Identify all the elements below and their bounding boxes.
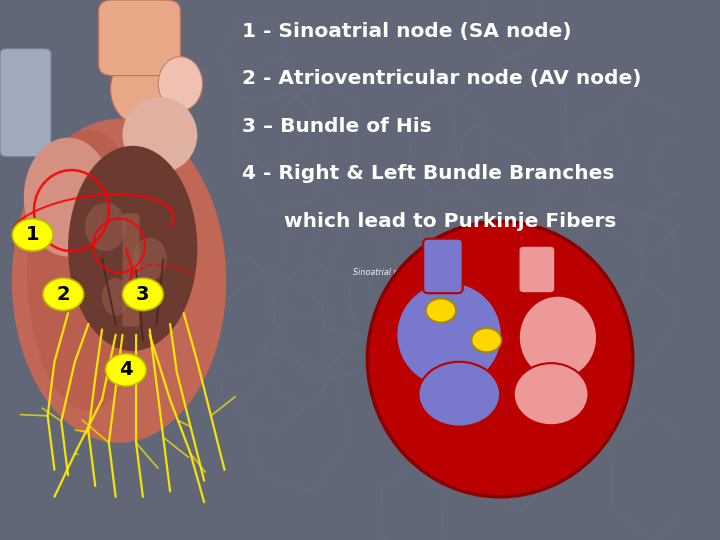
Text: 1: 1	[26, 225, 40, 245]
Circle shape	[472, 328, 501, 352]
Text: Atrioventricular node: Atrioventricular node	[503, 268, 588, 277]
Text: Left Ventricle: Left Ventricle	[527, 462, 580, 470]
Ellipse shape	[396, 282, 502, 388]
FancyBboxPatch shape	[99, 0, 180, 76]
Ellipse shape	[68, 146, 197, 351]
Circle shape	[426, 299, 456, 322]
Text: Left atrium: Left atrium	[568, 309, 613, 318]
Ellipse shape	[367, 221, 633, 497]
Circle shape	[105, 354, 146, 386]
Text: 4: 4	[119, 360, 132, 380]
Ellipse shape	[519, 296, 597, 379]
Ellipse shape	[24, 138, 112, 256]
FancyBboxPatch shape	[0, 49, 51, 157]
Text: 3: 3	[136, 285, 150, 304]
Text: 1 - Sinoatrial node (SA node): 1 - Sinoatrial node (SA node)	[241, 22, 571, 40]
Circle shape	[12, 219, 53, 251]
Text: Right atrium: Right atrium	[395, 325, 445, 334]
Text: Sinoatrial node: Sinoatrial node	[354, 268, 414, 277]
Text: 3 – Bundle of His: 3 – Bundle of His	[241, 117, 431, 136]
Circle shape	[122, 278, 163, 310]
Ellipse shape	[12, 119, 226, 443]
Ellipse shape	[513, 363, 588, 426]
Text: 2: 2	[56, 285, 70, 304]
Text: 2 - Atrioventricular node (AV node): 2 - Atrioventricular node (AV node)	[241, 69, 641, 88]
Ellipse shape	[158, 57, 202, 111]
FancyBboxPatch shape	[122, 213, 140, 327]
Text: 4 - Right & Left Bundle Branches: 4 - Right & Left Bundle Branches	[241, 164, 614, 183]
Ellipse shape	[418, 362, 500, 427]
Ellipse shape	[132, 238, 167, 281]
Circle shape	[43, 278, 84, 310]
FancyBboxPatch shape	[423, 239, 463, 293]
Text: which lead to Purkinje Fibers: which lead to Purkinje Fibers	[241, 212, 616, 231]
FancyBboxPatch shape	[518, 246, 555, 293]
Ellipse shape	[102, 278, 130, 316]
Ellipse shape	[122, 97, 197, 173]
Ellipse shape	[111, 54, 168, 124]
Ellipse shape	[85, 202, 126, 251]
Ellipse shape	[27, 130, 150, 410]
Text: Right Ventricle: Right Ventricle	[436, 462, 494, 470]
